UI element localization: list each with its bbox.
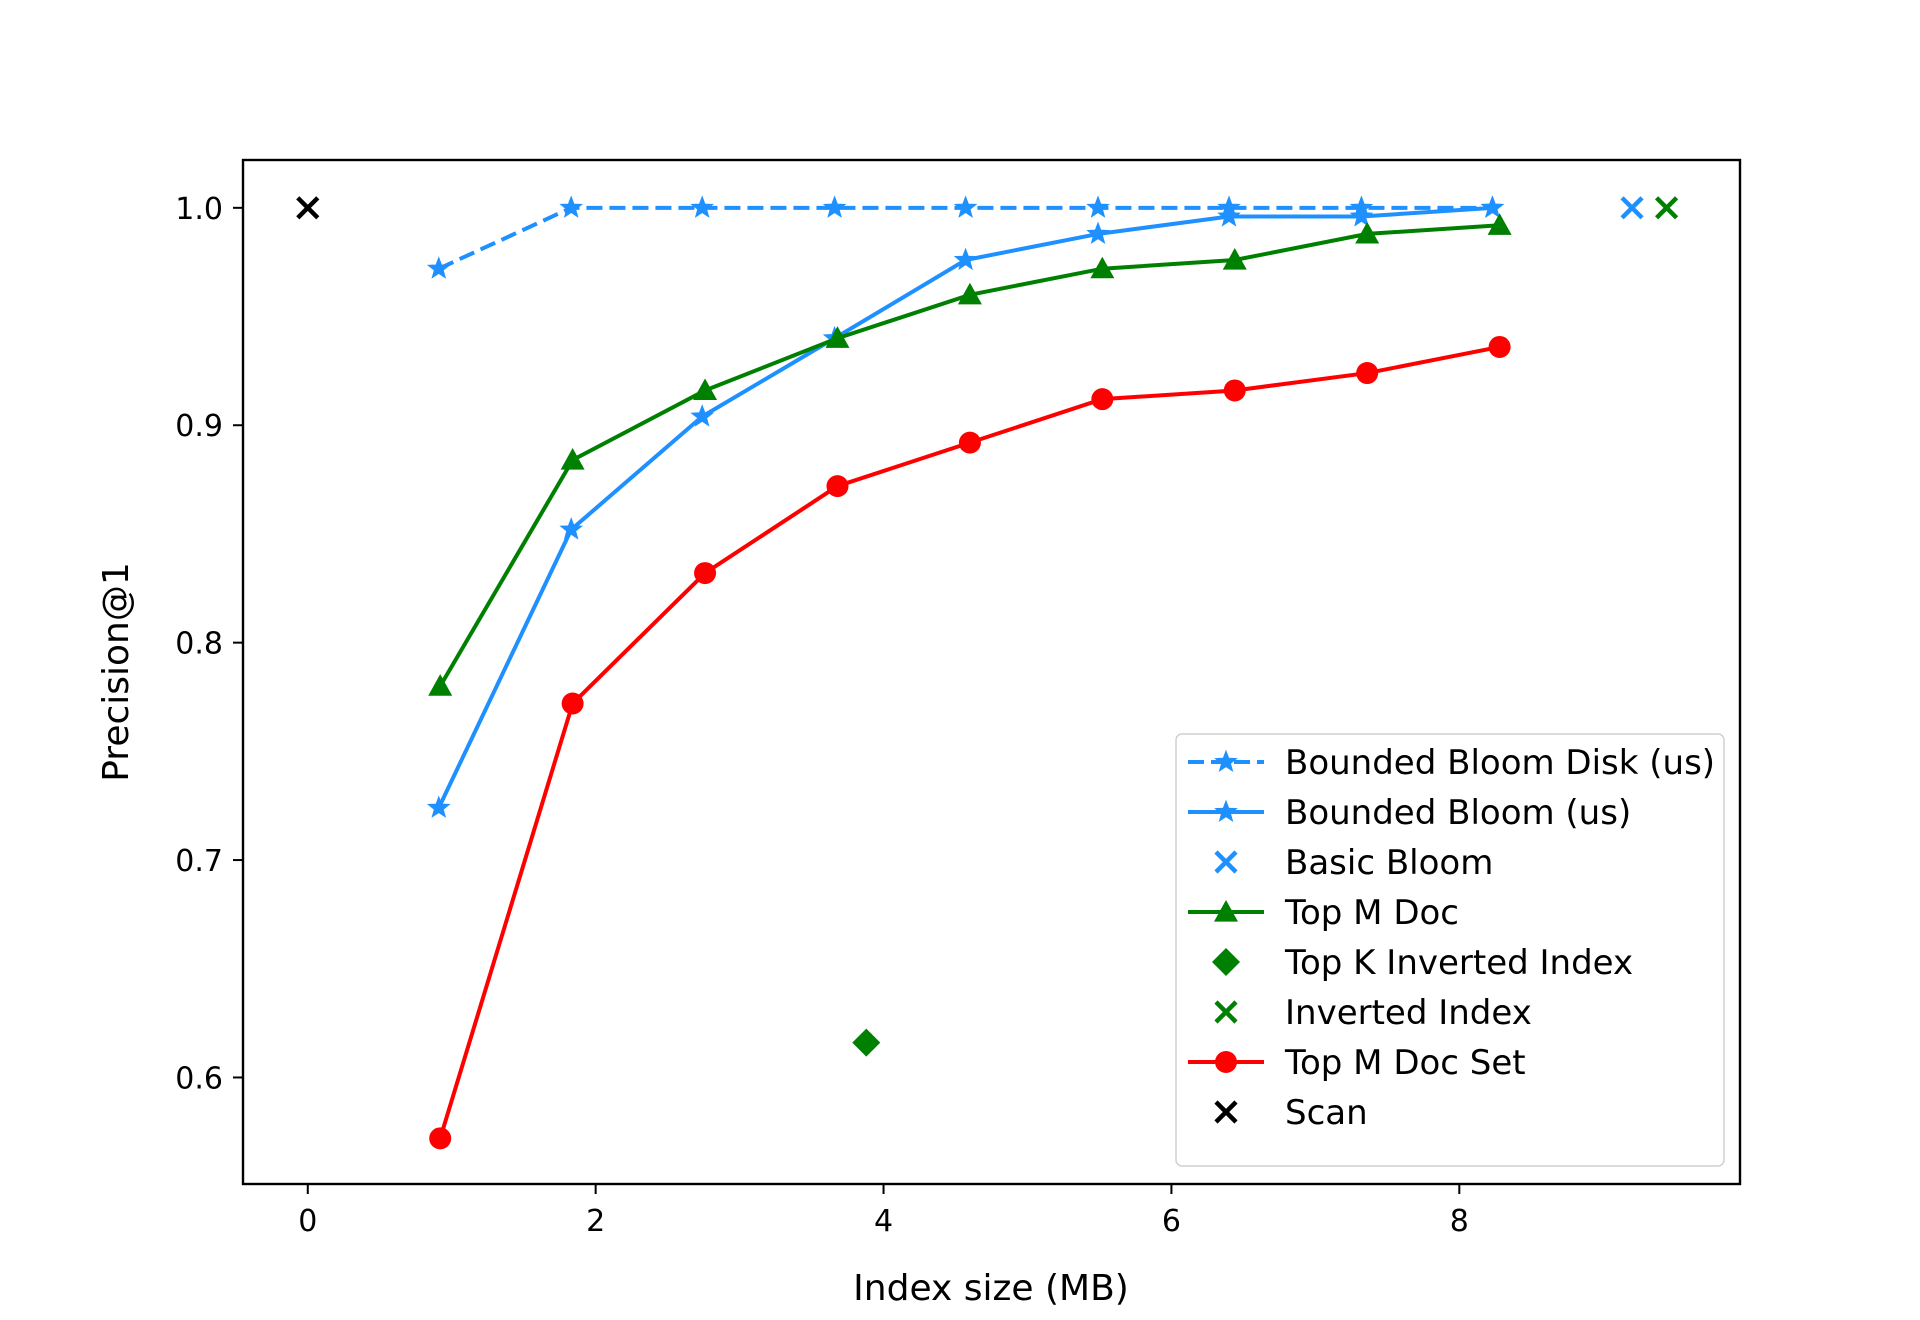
data-point: [1356, 362, 1379, 385]
series-top-m-doc: [428, 213, 1512, 696]
axis-layer: 0 2 4 6 8 0.6 0.7 0.8 0.9 1.0: [175, 192, 1469, 1239]
data-point: [1222, 248, 1247, 270]
data-point: [1487, 213, 1512, 235]
legend-marker: [1214, 900, 1238, 922]
data-point: [426, 256, 451, 279]
x-tick-label: 8: [1450, 1204, 1469, 1239]
data-point: [958, 431, 981, 454]
series-top-k-inverted-index: [852, 1028, 881, 1057]
y-axis-label: Precision@1: [96, 562, 137, 782]
data-point: [559, 195, 584, 218]
y-tick-label: 0.8: [175, 627, 223, 662]
series-inverted-index: [1654, 196, 1679, 220]
legend-marker: [1214, 1000, 1238, 1024]
data-point: [1086, 195, 1110, 218]
data-point: [822, 195, 847, 218]
data-point: [426, 795, 451, 818]
series-top-m-doc-set: [429, 335, 1511, 1150]
legend-label: Top M Doc Set: [1284, 1043, 1526, 1083]
data-point: [1480, 195, 1505, 218]
data-point: [1090, 256, 1115, 279]
series-bounded-bloom-us: [426, 195, 1505, 818]
legend-label: Top M Doc: [1284, 893, 1459, 933]
legend-item-top-m-doc: Top M Doc: [1188, 893, 1459, 933]
data-point: [561, 692, 584, 715]
legend-marker: [1215, 1051, 1237, 1073]
legend-item-bounded-bloom-us: Bounded Bloom (us): [1188, 793, 1631, 833]
data-point: [825, 326, 850, 348]
data-point: [1654, 196, 1679, 220]
legend-item-inverted-index: Inverted Index: [1214, 993, 1532, 1033]
legend-item-bounded-bloom-disk-us: Bounded Bloom Disk (us): [1188, 743, 1715, 783]
y-tick-label: 0.7: [175, 844, 223, 879]
plot-frame: [241, 158, 1742, 1186]
data-point: [1349, 204, 1374, 227]
x-tick-label: 0: [298, 1204, 317, 1239]
legend-item-top-m-doc-set: Top M Doc Set: [1188, 1043, 1526, 1083]
y-tick-label: 0.6: [175, 1061, 223, 1096]
data-point: [953, 247, 978, 271]
data-point: [560, 448, 585, 470]
legend-label: Top K Inverted Index: [1284, 943, 1633, 983]
data-point: [559, 517, 584, 540]
legend-box: [1175, 733, 1725, 1167]
x-tick-label: 2: [586, 1204, 605, 1239]
legend-item-scan: Scan: [1214, 1093, 1368, 1133]
legend-label: Basic Bloom: [1285, 843, 1493, 883]
legend-item-top-k-inverted-index: Top K Inverted Index: [1212, 943, 1633, 983]
data-point: [1620, 196, 1644, 220]
legend-label: Scan: [1285, 1093, 1368, 1133]
y-tick-label: 0.9: [175, 409, 223, 444]
data-point: [953, 195, 978, 218]
data-point: [1223, 379, 1246, 402]
series-scan: [296, 196, 320, 220]
data-point: [1217, 204, 1241, 227]
legend-marker: [1214, 850, 1238, 874]
data-point: [429, 1127, 452, 1150]
data-point: [1091, 388, 1114, 411]
data-point: [693, 378, 718, 401]
legend-marker: [1214, 799, 1238, 823]
data-point: [428, 674, 453, 696]
x-tick-label: 4: [874, 1204, 893, 1239]
data-point: [826, 475, 849, 498]
legend-marker: [1212, 948, 1240, 976]
x-axis-label: Index size (MB): [853, 1268, 1129, 1309]
data-point: [957, 282, 982, 305]
series-basic-bloom: [1620, 196, 1644, 220]
legend: Bounded Bloom Disk (us) Bounded Bloom (us…: [1175, 733, 1725, 1167]
data-point: [690, 404, 714, 427]
data-point: [852, 1028, 881, 1057]
data-point: [1488, 335, 1511, 358]
x-tick-label: 6: [1162, 1204, 1181, 1239]
legend-marker: [1214, 749, 1238, 773]
data-point: [1086, 221, 1110, 244]
data-point: [694, 562, 717, 585]
legend-item-basic-bloom: Basic Bloom: [1214, 843, 1493, 883]
legend-label: Bounded Bloom (us): [1285, 793, 1631, 833]
legend-marker: [1214, 1100, 1238, 1124]
legend-label: Inverted Index: [1285, 993, 1532, 1033]
data-layer: [296, 195, 1679, 1150]
legend-label: Bounded Bloom Disk (us): [1285, 743, 1715, 783]
y-tick-label: 1.0: [175, 192, 223, 227]
data-point: [1355, 221, 1380, 244]
data-point: [690, 195, 714, 218]
data-point: [296, 196, 320, 220]
